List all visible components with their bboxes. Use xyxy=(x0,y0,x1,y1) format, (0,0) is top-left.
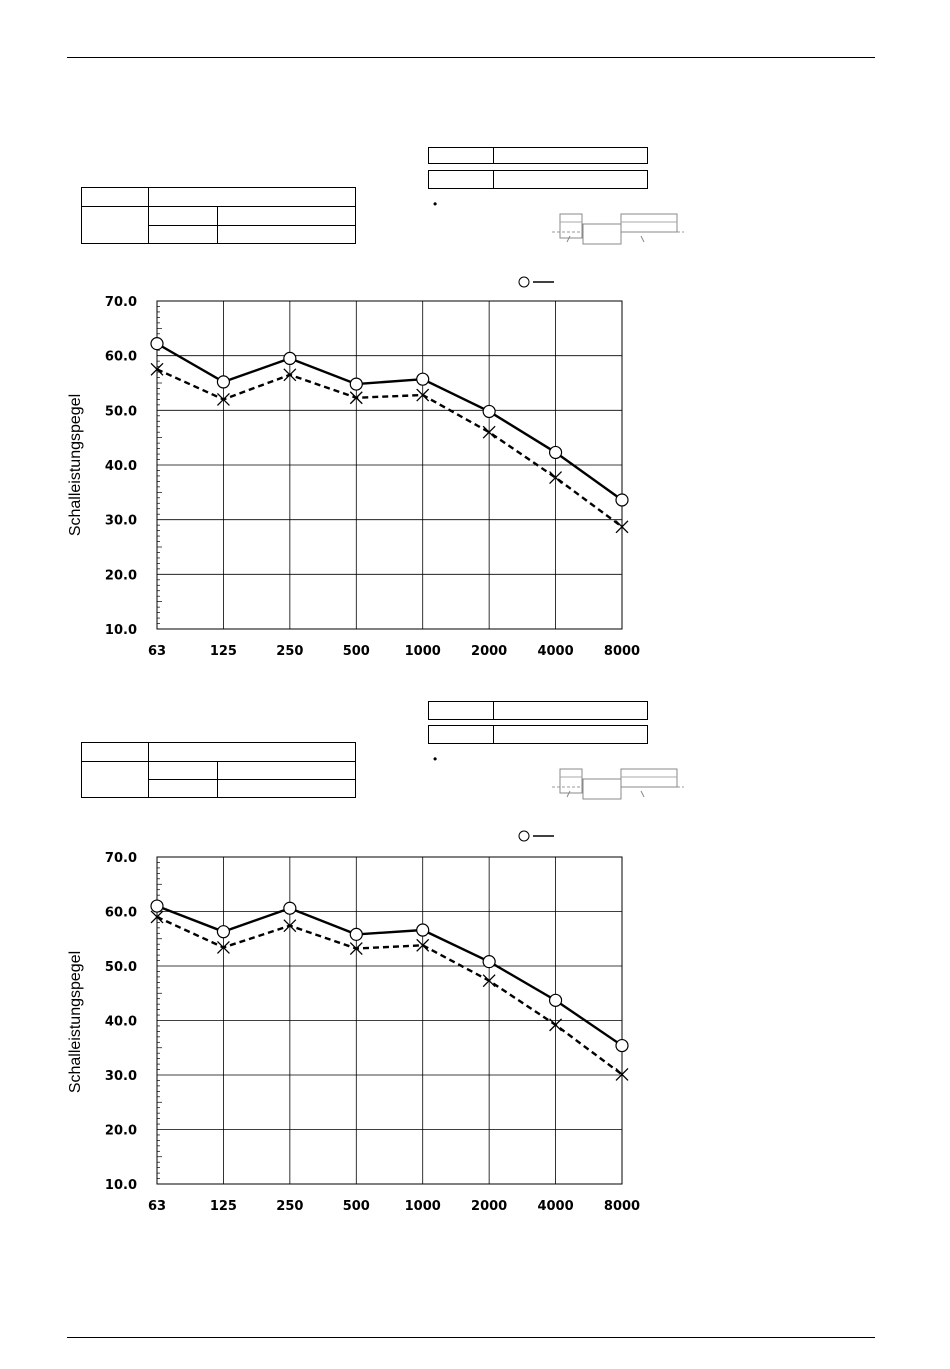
data-point-x xyxy=(549,471,563,485)
data-point-x xyxy=(216,392,230,406)
data-point-x xyxy=(283,368,297,382)
x-tick-label: 4000 xyxy=(537,1199,573,1214)
y-tick-label: 40.0 xyxy=(105,459,137,474)
series-line-dashed xyxy=(156,368,623,528)
data-point-circle xyxy=(349,927,363,941)
x-tick-label: 125 xyxy=(210,1199,237,1214)
data-point-x xyxy=(150,362,164,376)
condition-table xyxy=(81,187,356,244)
data-point-circle xyxy=(615,493,629,507)
series-line-dashed xyxy=(156,915,623,1076)
spec-table-right-2 xyxy=(428,170,648,189)
data-point-x xyxy=(615,520,629,534)
data-point-x xyxy=(349,391,363,405)
data-point-circle xyxy=(482,955,496,969)
spec-table-right-1 xyxy=(428,147,648,164)
data-point-x xyxy=(216,941,230,954)
data-point-circle xyxy=(349,377,363,391)
x-tick-label: 4000 xyxy=(537,644,573,659)
data-point-circle xyxy=(548,993,563,1007)
y-axis-label: Schalleistungspegel xyxy=(67,951,84,1093)
series-line-solid xyxy=(156,904,623,1047)
x-tick-label: 2000 xyxy=(471,644,507,659)
x-tick-label: 8000 xyxy=(604,644,640,659)
condition-cell xyxy=(81,761,149,798)
y-tick-label: 30.0 xyxy=(105,1069,137,1084)
data-point-x xyxy=(349,942,363,956)
legend-symbol-2 xyxy=(518,830,554,842)
x-tick-label: 2000 xyxy=(471,1199,507,1214)
data-point-x xyxy=(615,1067,629,1081)
y-tick-label: 60.0 xyxy=(105,906,137,921)
x-tick-label: 1000 xyxy=(405,644,441,659)
spec-table-right-4 xyxy=(428,725,648,744)
data-point-x xyxy=(416,388,430,402)
y-tick-label: 50.0 xyxy=(105,960,137,975)
y-tick-label: 20.0 xyxy=(105,1124,137,1139)
data-point-circle xyxy=(283,351,297,365)
spec-table-right-3 xyxy=(428,701,648,720)
data-point-x xyxy=(549,1018,563,1032)
spec-cell xyxy=(493,170,648,189)
series-line-solid xyxy=(156,342,623,501)
y-tick-label: 20.0 xyxy=(105,568,137,583)
note-bullet: • xyxy=(433,197,438,211)
y-tick-label: 40.0 xyxy=(105,1015,137,1030)
y-tick-label: 10.0 xyxy=(105,623,137,638)
x-tick-label: 8000 xyxy=(604,1199,640,1214)
x-tick-label: 125 xyxy=(210,644,237,659)
spec-cell xyxy=(493,701,648,720)
y-tick-label: 70.0 xyxy=(105,851,137,866)
y-axis-label: Schalleistungspegel xyxy=(67,394,84,536)
measurement-setup-diagram xyxy=(552,213,684,245)
y-tick-label: 50.0 xyxy=(105,404,137,419)
data-point-x xyxy=(482,425,496,439)
data-point-x xyxy=(283,919,297,933)
y-tick-label: 30.0 xyxy=(105,514,137,529)
data-point-circle xyxy=(615,1038,629,1053)
sound-power-chart-1: 70.0 60.0 50.0 40.0 30.0 20.0 10.0 63 125 250 500 1… xyxy=(67,295,640,659)
condition-cell xyxy=(217,225,356,244)
y-tick-label: 70.0 xyxy=(105,295,137,310)
legend-symbol xyxy=(518,276,554,288)
data-point-circle xyxy=(283,901,297,915)
y-tick-label: 60.0 xyxy=(105,350,137,365)
data-point-circle xyxy=(216,925,231,939)
measurement-setup-diagram-2 xyxy=(552,768,684,800)
condition-table-2 xyxy=(81,742,356,798)
footer-rule xyxy=(67,1337,875,1338)
x-tick-label: 250 xyxy=(276,644,303,659)
x-tick-label: 500 xyxy=(343,1199,370,1214)
data-point-circle xyxy=(216,375,231,389)
x-tick-label: 500 xyxy=(343,644,370,659)
x-tick-label: 1000 xyxy=(405,1199,441,1214)
condition-cell xyxy=(81,206,149,244)
spec-cell xyxy=(493,147,648,164)
data-point-circle xyxy=(150,899,164,913)
x-tick-label: 250 xyxy=(276,1199,303,1214)
data-point-circle xyxy=(150,337,164,351)
y-tick-label: 10.0 xyxy=(105,1178,137,1193)
data-point-x xyxy=(150,910,164,924)
condition-cell xyxy=(217,779,356,798)
note-bullet-2: • xyxy=(433,752,438,766)
header-rule xyxy=(67,57,875,58)
data-point-x xyxy=(482,974,496,988)
data-point-x xyxy=(416,938,430,952)
x-tick-label: 63 xyxy=(148,1199,166,1214)
data-point-circle xyxy=(416,372,430,386)
data-point-circle xyxy=(482,404,496,419)
data-point-circle xyxy=(416,923,430,937)
sound-power-chart-2: 70.0 60.0 50.0 40.0 30.0 20.0 10.0 63 125 250 500 1… xyxy=(67,851,640,1214)
x-tick-label: 63 xyxy=(148,644,166,659)
spec-cell xyxy=(493,725,648,744)
data-point-circle xyxy=(548,445,563,460)
